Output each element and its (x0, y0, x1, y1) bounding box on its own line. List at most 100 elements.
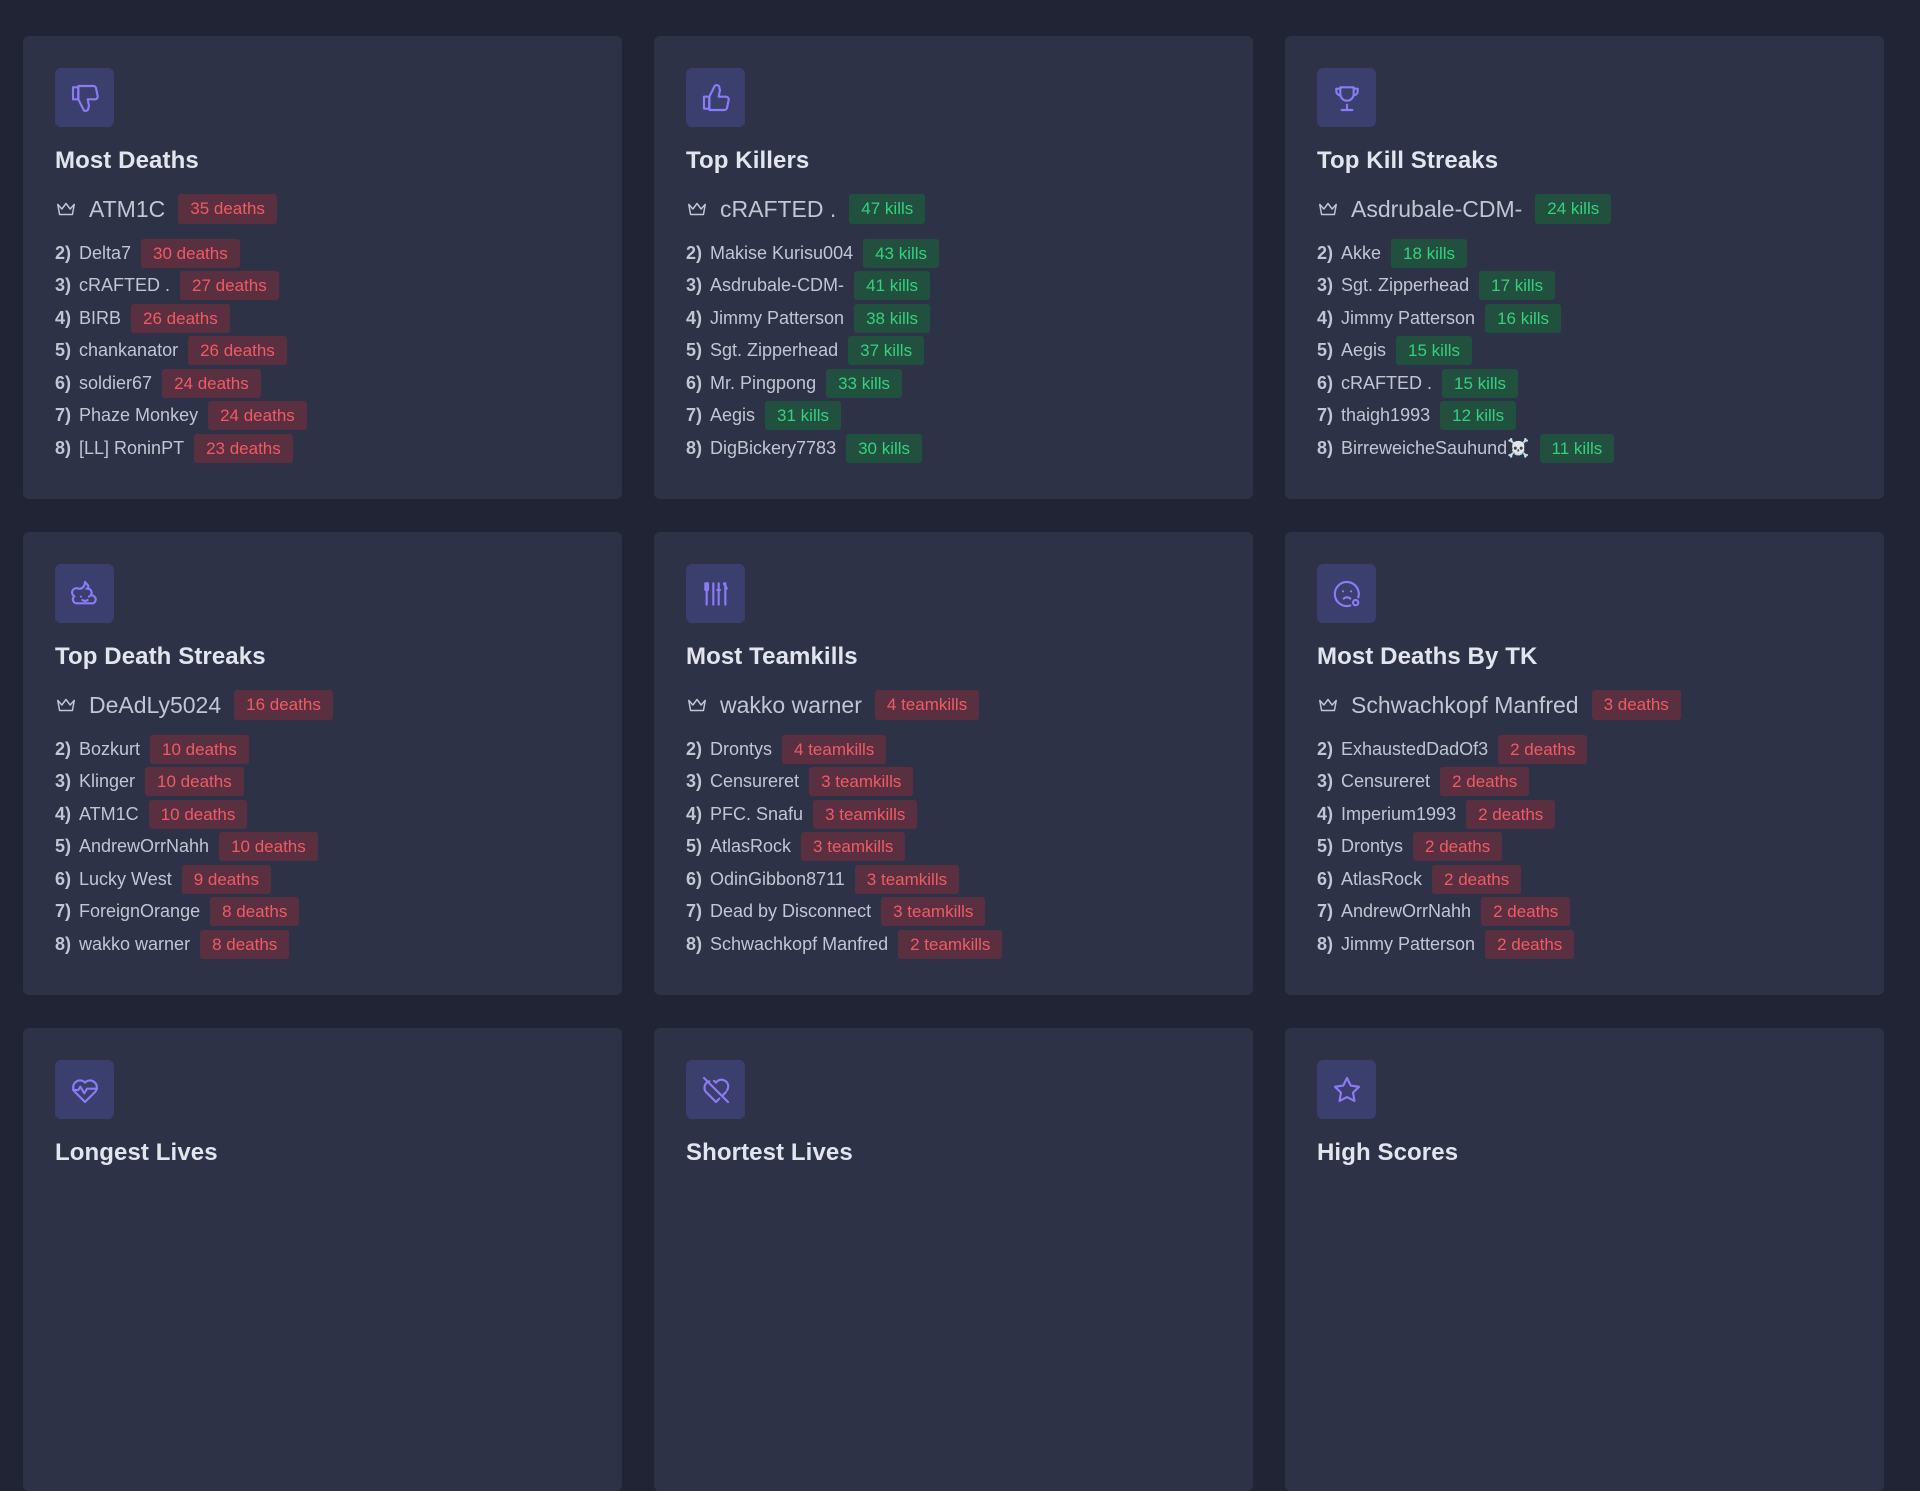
player-name[interactable]: Sgt. Zipperhead (1341, 275, 1470, 296)
player-name[interactable]: thaigh1993 (1341, 405, 1431, 426)
player-name[interactable]: Klinger (79, 771, 136, 792)
rank-number: 6) (686, 868, 703, 889)
leader-name[interactable]: ATM1C (89, 195, 166, 222)
player-name[interactable]: wakko warner (79, 933, 191, 954)
heart-off-icon (686, 1060, 745, 1119)
player-name[interactable]: Bozkurt (79, 738, 141, 759)
card-most-deaths: Most Deaths ATM1C 35 deaths 2) Delta7 30 d… (23, 36, 622, 499)
list-item: 5) AtlasRock 3 teamkills (686, 831, 1221, 864)
player-name[interactable]: BirreweicheSauhund☠️ (1341, 437, 1530, 458)
list-item: 8) [LL] RoninPT 23 deaths (55, 432, 590, 465)
value-badge: 27 deaths (180, 271, 279, 301)
player-name[interactable]: Censureret (710, 771, 800, 792)
card-longest-lives: Longest Lives (23, 1028, 622, 1491)
leader-row: DeAdLy5024 16 deaths (55, 689, 590, 721)
card-high-scores: High Scores (1285, 1028, 1884, 1491)
leader-name[interactable]: Asdrubale-CDM- (1351, 195, 1523, 222)
rank-number: 6) (686, 372, 703, 393)
player-name[interactable]: ExhaustedDadOf3 (1341, 738, 1489, 759)
player-name[interactable]: Imperium1993 (1341, 803, 1457, 824)
player-name[interactable]: Lucky West (79, 868, 172, 889)
list-item: 2) ExhaustedDadOf3 2 deaths (1317, 733, 1852, 766)
player-name[interactable]: PFC. Snafu (710, 803, 804, 824)
crown-icon (686, 198, 708, 220)
list-item: 7) Dead by Disconnect 3 teamkills (686, 896, 1221, 929)
value-badge: 43 kills (863, 238, 940, 268)
player-name[interactable]: AndrewOrrNahh (79, 836, 210, 857)
rank-number: 2) (686, 738, 703, 759)
player-name[interactable]: BIRB (79, 307, 122, 328)
player-name[interactable]: ATM1C (79, 803, 139, 824)
ranking-list: 2) Drontys 4 teamkills 3) Censureret 3 teamk… (686, 733, 1221, 961)
value-badge: 2 teamkills (898, 929, 1003, 959)
value-badge: 33 kills (826, 368, 903, 398)
player-name[interactable]: Mr. Pingpong (710, 372, 817, 393)
leader-name[interactable]: cRAFTED . (720, 195, 837, 222)
player-name[interactable]: Aegis (1341, 340, 1387, 361)
list-item: 8) DigBickery7783 30 kills (686, 432, 1221, 465)
leader-name[interactable]: wakko warner (720, 691, 862, 718)
rank-number: 7) (686, 405, 703, 426)
player-name[interactable]: Phaze Monkey (79, 405, 199, 426)
ranking-list: 2) Delta7 30 deaths 3) cRAFTED . 27 deaths 4… (55, 237, 590, 465)
value-badge: 2 deaths (1466, 799, 1556, 829)
player-name[interactable]: Sgt. Zipperhead (710, 340, 839, 361)
list-item: 5) Aegis 15 kills (1317, 335, 1852, 368)
player-name[interactable]: Makise Kurisu004 (710, 242, 854, 263)
rank-number: 4) (1317, 803, 1334, 824)
leader-value-badge: 47 kills (849, 194, 926, 224)
rank-number: 7) (1317, 405, 1334, 426)
player-name[interactable]: [LL] RoninPT (79, 437, 185, 458)
player-name[interactable]: Jimmy Patterson (710, 307, 845, 328)
player-name[interactable]: Jimmy Patterson (1341, 933, 1476, 954)
player-name[interactable]: chankanator (79, 340, 179, 361)
value-badge: 10 deaths (150, 734, 249, 764)
list-item: 7) AndrewOrrNahh 2 deaths (1317, 896, 1852, 929)
player-name[interactable]: Akke (1341, 242, 1382, 263)
leader-value-badge: 16 deaths (234, 690, 333, 720)
card-top-death-streaks: Top Death Streaks DeAdLy5024 16 deaths 2… (23, 532, 622, 995)
leader-name[interactable]: DeAdLy5024 (89, 691, 222, 718)
player-name[interactable]: Asdrubale-CDM- (710, 275, 845, 296)
player-name[interactable]: OdinGibbon8711 (710, 868, 845, 889)
value-badge: 3 teamkills (813, 799, 918, 829)
card-title: Top Death Streaks (55, 643, 266, 670)
player-name[interactable]: DigBickery7783 (710, 437, 837, 458)
tools-icon (686, 564, 745, 623)
list-item: 4) PFC. Snafu 3 teamkills (686, 798, 1221, 831)
leader-name[interactable]: Schwachkopf Manfred (1351, 691, 1579, 718)
value-badge: 41 kills (854, 271, 931, 301)
card-title: Top Killers (686, 147, 810, 174)
leader-row: Schwachkopf Manfred 3 deaths (1317, 689, 1852, 721)
rank-number: 8) (686, 437, 703, 458)
leader-value-badge: 3 deaths (1591, 690, 1681, 720)
player-name[interactable]: Censureret (1341, 771, 1431, 792)
player-name[interactable]: Aegis (710, 405, 756, 426)
player-name[interactable]: Schwachkopf Manfred (710, 933, 889, 954)
value-badge: 8 deaths (210, 897, 300, 927)
card-title: Shortest Lives (686, 1139, 853, 1166)
player-name[interactable]: cRAFTED . (1341, 372, 1433, 393)
player-name[interactable]: Jimmy Patterson (1341, 307, 1476, 328)
player-name[interactable]: soldier67 (79, 372, 153, 393)
player-name[interactable]: AndrewOrrNahh (1341, 901, 1472, 922)
list-item: 4) ATM1C 10 deaths (55, 798, 590, 831)
player-name[interactable]: Drontys (710, 738, 773, 759)
value-badge: 15 kills (1396, 336, 1473, 366)
player-name[interactable]: Delta7 (79, 242, 132, 263)
list-item: 4) Jimmy Patterson 16 kills (1317, 302, 1852, 335)
card-title: High Scores (1317, 1139, 1459, 1166)
rank-number: 2) (686, 242, 703, 263)
player-name[interactable]: cRAFTED . (79, 275, 171, 296)
player-name[interactable]: Drontys (1341, 836, 1404, 857)
value-badge: 10 deaths (145, 767, 244, 797)
player-name[interactable]: ForeignOrange (79, 901, 201, 922)
sad-face-icon (1317, 564, 1376, 623)
player-name[interactable]: AtlasRock (710, 836, 792, 857)
star-icon (1317, 1060, 1376, 1119)
rank-number: 7) (686, 901, 703, 922)
player-name[interactable]: Dead by Disconnect (710, 901, 872, 922)
leader-row: wakko warner 4 teamkills (686, 689, 1221, 721)
player-name[interactable]: AtlasRock (1341, 868, 1423, 889)
thumbs-down-icon (55, 68, 114, 127)
